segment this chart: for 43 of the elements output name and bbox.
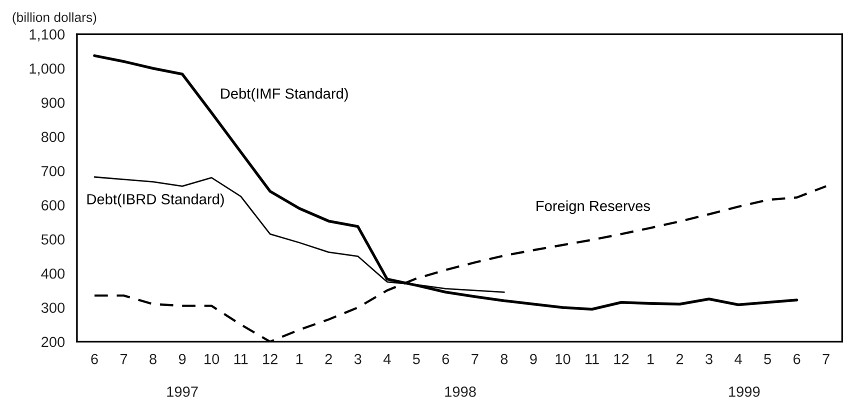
x-tick-label: 3	[706, 354, 712, 364]
x-tick-label: 1	[296, 354, 303, 364]
x-tick-label: 4	[383, 354, 391, 364]
y-tick-label: 1,000	[30, 63, 65, 76]
series-label: Debt(IMF Standard)	[221, 88, 348, 102]
y-tick-label: 1,100	[30, 29, 65, 42]
x-tick-label: 7	[822, 354, 830, 364]
text: 1997	[167, 386, 198, 397]
y-axis-title: (billion dollars)	[12, 12, 96, 25]
x-tick-label: 6	[442, 354, 450, 364]
y-tick-label: 700	[42, 166, 65, 176]
text: 1999	[729, 386, 760, 397]
x-tick-label: 5	[412, 354, 420, 364]
text: 1998	[445, 386, 476, 397]
series-label: Debt(IBRD Standard)	[87, 194, 224, 208]
x-tick-label: 1	[648, 354, 654, 364]
x-tick-label: 9	[178, 354, 186, 364]
x-tick-label: 2	[676, 354, 684, 364]
x-tick-label: 4	[734, 354, 742, 364]
x-tick-label: 6	[91, 354, 98, 364]
y-tick-label: 200	[42, 336, 65, 348]
x-tick-label: 9	[530, 354, 537, 364]
x-tick-label: 5	[764, 354, 771, 364]
x-tick-label: 10	[556, 354, 570, 364]
x-tick-label: 11	[586, 354, 599, 364]
x-tick-label: 8	[500, 354, 508, 364]
x-tick-label: 7	[472, 354, 478, 364]
x-tick-label: 12	[263, 354, 278, 364]
x-tick-label: 6	[794, 354, 800, 364]
x-tick-label: 11	[234, 354, 248, 364]
x-tick-label: 10	[204, 354, 220, 364]
series-label: Foreign Reserves	[536, 200, 650, 214]
y-tick-label: 300	[41, 302, 65, 313]
y-tick-label: 800	[41, 132, 65, 142]
y-tick-label: 500	[41, 234, 65, 245]
x-tick-label: 3	[354, 354, 362, 364]
x-tick-label: 8	[150, 354, 156, 364]
x-tick-label: 12	[614, 354, 629, 364]
y-tick-label: 600	[42, 200, 65, 210]
y-tick-label: 400	[41, 268, 65, 279]
x-tick-label: 2	[325, 354, 332, 364]
x-tick-label: 7	[120, 354, 128, 364]
y-tick-label: 900	[42, 98, 65, 108]
